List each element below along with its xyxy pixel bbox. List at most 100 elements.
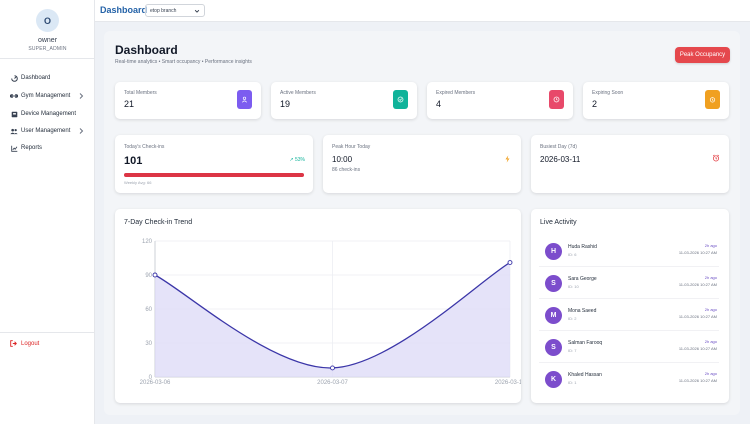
dashboard-icon [10,74,18,82]
activity-time: 11-03-2026 10:27 AM [678,250,717,255]
page-subtitle: Real-time analytics • Smart occupancy • … [115,59,252,65]
logout-button[interactable]: Logout [10,340,39,348]
data-point [330,365,335,371]
avatar[interactable]: O [36,9,59,32]
sidebar-item-label: Device Management [21,111,77,117]
logout-icon [10,340,18,348]
check-circle-icon [393,90,408,109]
dumbbell-icon [10,92,18,100]
sidebar-item-label: Dashboard [21,75,51,81]
y-tick-label: 0 [149,375,153,381]
user-role: SUPER_ADMIN [28,46,67,52]
stat-label: Active Members [280,90,316,96]
series-area [155,262,510,377]
live-activity-title: Live Activity [540,219,577,226]
stat-value: 19 [280,99,291,109]
activity-ago: 2h ago [704,307,717,312]
stat-label: Expiring Soon [592,90,624,96]
user-name: owner [37,37,58,44]
chevron-down-icon [194,8,200,14]
activity-name: Salman Farooq [568,340,603,346]
checkins-trend: ↗ 53% [289,157,305,163]
avatar: H [545,243,562,260]
busiest-day-value: 2026-03-11 [540,155,581,164]
checkins-value: 101 [124,155,143,167]
logout-label: Logout [21,341,40,347]
live-activity-card: Live Activity H Huda Rashid ID: 6 2h ago… [531,209,729,403]
activity-item[interactable]: H Huda Rashid ID: 6 2h ago 11-03-2026 10… [539,238,719,267]
sidebar-item-label: Gym Management [21,93,71,99]
branch-select[interactable]: etop branch [145,4,205,17]
stat-label: Total Members [124,90,157,96]
sidebar: O owner SUPER_ADMIN Dashboard Gym Manage… [0,0,95,424]
activity-item[interactable]: M Mona Saeed ID: 2 2h ago 11-03-2026 10:… [539,302,719,331]
sidebar-divider [0,58,95,59]
sidebar-item-label: Reports [21,145,43,151]
activity-item[interactable]: S Sara George ID: 10 2h ago 11-03-2026 1… [539,270,719,299]
activity-item[interactable]: K Khaled Hassan ID: 1 2h ago 11-03-2026 … [539,366,719,395]
activity-id: ID: 10 [568,284,579,289]
activity-name: Sara George [568,276,597,282]
data-point [152,272,158,278]
activity-id: ID: 2 [568,316,577,321]
busiest-day-card: Busiest Day (7d) 2026-03-11 [531,135,729,193]
activity-ago: 2h ago [704,243,717,248]
busiest-day-label: Busiest Day (7d) [540,144,577,150]
device-icon [10,110,18,118]
avatar: S [545,339,562,356]
chevron-right-icon [77,92,85,100]
weekly-average: Weekly Avg: 66 [124,180,152,185]
activity-time: 11-03-2026 10:27 AM [678,282,717,287]
stat-value: 2 [592,99,598,109]
stat-card-total-members: Total Members 21 [115,82,261,119]
sidebar-item-gym-management[interactable]: Gym Management [10,90,90,102]
checkins-card: Today's Check-ins 101 ↗ 53% Weekly Avg: … [115,135,313,193]
x-tick-label: 2026-03-11 [495,380,521,386]
activity-id: ID: 6 [568,252,577,257]
sidebar-divider [0,332,95,333]
branch-select-value: etop branch [150,8,177,14]
sidebar-item-reports[interactable]: Reports [10,142,90,154]
chart-icon [10,144,18,152]
users-icon [10,127,18,135]
stat-value: 4 [436,99,442,109]
peak-occupancy-button[interactable]: Peak Occupancy [675,47,730,63]
activity-ago: 2h ago [704,339,717,344]
trend-chart-title: 7-Day Check-in Trend [124,219,193,226]
alarm-icon [712,154,720,164]
stat-card-expiring-soon: Expiring Soon 2 [583,82,729,119]
checkins-progress-fill [124,173,304,177]
activity-item[interactable]: S Salman Farooq ID: 7 2h ago 11-03-2026 … [539,334,719,363]
data-point [507,260,513,265]
y-tick-label: 60 [145,307,152,313]
user-icon [237,90,252,109]
y-tick-label: 90 [145,273,152,279]
avatar: M [545,307,562,324]
sidebar-item-device-management[interactable]: Device Management [10,108,90,120]
trend-chart: 0 30 60 90 120 2026-03-06 2026-03-07 2026-03-11 [140,239,521,386]
sidebar-item-dashboard[interactable]: Dashboard [10,72,90,84]
lightning-icon [504,155,511,165]
peak-hour-card: Peak Hour Today 10:00 86 check-ins [323,135,521,193]
activity-time: 11-03-2026 10:27 AM [678,346,717,351]
activity-name: Mona Saeed [568,308,597,314]
checkins-label: Today's Check-ins [124,144,165,150]
activity-ago: 2h ago [704,275,717,280]
clock-icon [549,90,564,109]
activity-name: Huda Rashid [568,244,597,250]
chevron-right-icon [77,127,85,135]
sidebar-item-label: User Management [21,128,71,134]
y-tick-label: 120 [142,239,153,245]
activity-name: Khaled Hassan [568,372,602,378]
peak-hour-value: 10:00 [332,155,353,164]
activity-id: ID: 1 [568,380,577,385]
top-bar: Dashboard etop branch [95,0,750,22]
sidebar-item-user-management[interactable]: User Management [10,125,90,137]
y-tick-label: 30 [145,341,152,347]
activity-time: 11-03-2026 10:27 AM [678,314,717,319]
page-title: Dashboard [115,43,178,57]
checkins-progress-bar [124,173,304,177]
activity-id: ID: 7 [568,348,577,353]
stat-card-expired-members: Expired Members 4 [427,82,573,119]
stat-value: 21 [124,99,135,109]
